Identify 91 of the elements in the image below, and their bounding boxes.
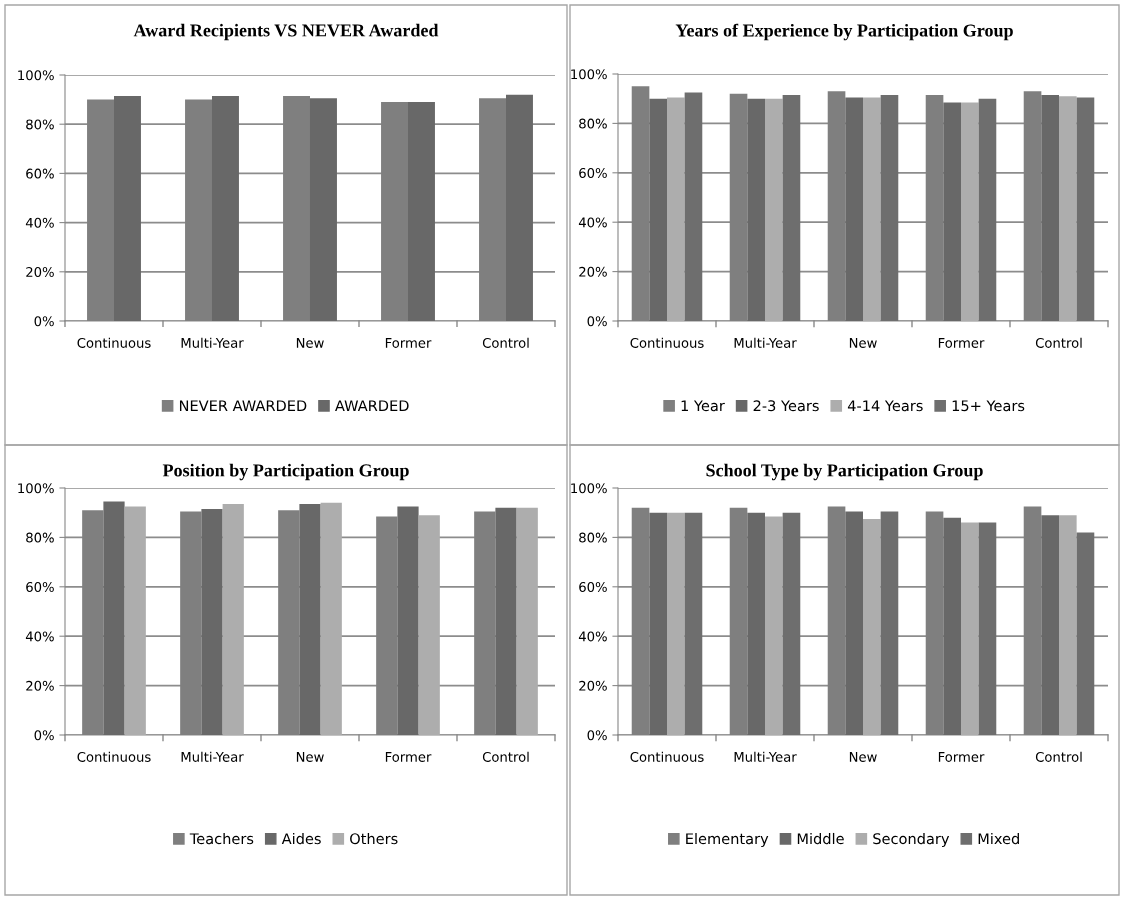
x-tick-label: Former xyxy=(938,752,985,762)
bar xyxy=(684,512,703,735)
chart-title: Position by Participation Group xyxy=(162,463,409,481)
x-tick-label: Continuous xyxy=(630,337,704,348)
y-tick-label: 60% xyxy=(26,582,54,592)
y-tick-label: 0% xyxy=(34,316,54,327)
x-tick-label: New xyxy=(849,752,877,762)
x-tick-label: Control xyxy=(1035,751,1082,762)
x-tick-label: Control xyxy=(482,751,529,762)
bar xyxy=(1076,97,1095,321)
legend-label: 1 Year xyxy=(681,400,725,412)
y-tick-label: 20% xyxy=(579,680,607,691)
bar xyxy=(845,511,863,735)
chart-title: School Type by Participation Group xyxy=(706,463,983,481)
y-tick-label: 60% xyxy=(26,168,54,179)
x-tick-label: New xyxy=(849,338,877,348)
bar xyxy=(1059,515,1077,735)
x-tick-label: Continuous xyxy=(630,751,704,762)
legend-label: 2-3 Years xyxy=(753,400,819,412)
y-tick-label: 80% xyxy=(26,119,54,130)
bar xyxy=(978,98,997,321)
y-tick-label: 40% xyxy=(578,631,607,642)
x-tick-label: Multi-Year xyxy=(181,751,244,762)
bar xyxy=(649,98,667,321)
y-tick-label: 100% xyxy=(18,483,54,494)
y-tick-label: 80% xyxy=(26,532,54,543)
y-tick-label: 20% xyxy=(579,266,607,277)
legend-label: NEVER AWARDED xyxy=(179,400,307,412)
bar xyxy=(961,102,979,321)
x-tick-label: Control xyxy=(482,337,529,348)
bar xyxy=(747,512,765,735)
y-tick-label: 40% xyxy=(578,217,607,228)
y-tick-label: 100% xyxy=(571,69,607,80)
bar xyxy=(1059,96,1077,321)
bar xyxy=(961,522,979,735)
x-tick-label: Continuous xyxy=(77,337,151,348)
x-tick-label: Multi-Year xyxy=(734,751,797,762)
bar xyxy=(863,97,881,321)
bar xyxy=(684,92,703,321)
x-tick-label: Former xyxy=(385,752,432,762)
legend-label: Aides xyxy=(281,832,321,845)
bar xyxy=(880,94,899,321)
bar xyxy=(845,97,863,321)
y-tick-label: 0% xyxy=(587,316,607,327)
y-tick-label: 80% xyxy=(579,532,607,543)
legend-label: Middle xyxy=(797,832,844,845)
legend-label: 4-14 Years xyxy=(847,400,923,412)
legend-label: 15+ Years xyxy=(952,400,1025,412)
y-tick-label: 0% xyxy=(587,730,607,741)
y-tick-label: 60% xyxy=(579,168,607,178)
x-tick-label: Former xyxy=(938,338,985,348)
y-tick-label: 40% xyxy=(25,217,54,228)
legend-label: AWARDED xyxy=(335,400,409,412)
x-tick-label: Former xyxy=(385,338,432,348)
bar xyxy=(978,522,997,735)
bar xyxy=(863,518,881,735)
y-tick-label: 60% xyxy=(579,582,607,592)
bar xyxy=(765,98,783,321)
bar xyxy=(943,517,961,735)
x-tick-label: Multi-Year xyxy=(734,337,797,348)
y-tick-label: 100% xyxy=(571,483,607,494)
y-tick-label: 20% xyxy=(26,267,54,277)
y-tick-label: 0% xyxy=(34,730,54,741)
legend-label: Elementary xyxy=(686,832,769,848)
bar xyxy=(765,516,783,735)
legend-label: Mixed xyxy=(978,832,1019,845)
x-tick-label: Multi-Year xyxy=(181,337,244,348)
bar xyxy=(943,102,961,321)
chart-title: Years of Experience by Participation Group xyxy=(675,23,1013,41)
bar xyxy=(667,97,685,321)
legend-label: Secondary xyxy=(873,832,950,848)
x-tick-label: Control xyxy=(1035,337,1082,348)
legend-label: Teachers xyxy=(189,832,254,845)
bar xyxy=(667,512,685,735)
bar xyxy=(1041,515,1059,735)
y-tick-label: 100% xyxy=(18,70,54,81)
bar xyxy=(649,512,667,735)
x-tick-label: New xyxy=(296,338,324,348)
x-tick-label: New xyxy=(296,752,324,762)
bar xyxy=(747,98,765,321)
y-tick-label: 20% xyxy=(26,680,54,691)
x-tick-label: Continuous xyxy=(77,751,151,762)
bar xyxy=(1041,94,1059,321)
bar xyxy=(782,94,801,321)
bar xyxy=(1076,532,1095,735)
bar xyxy=(782,512,801,735)
chart-title: Award Recipients VS NEVER Awarded xyxy=(133,23,439,41)
legend-label: Others xyxy=(350,832,398,845)
y-tick-label: 80% xyxy=(579,118,607,129)
y-tick-label: 40% xyxy=(25,631,54,642)
bar xyxy=(880,511,899,735)
